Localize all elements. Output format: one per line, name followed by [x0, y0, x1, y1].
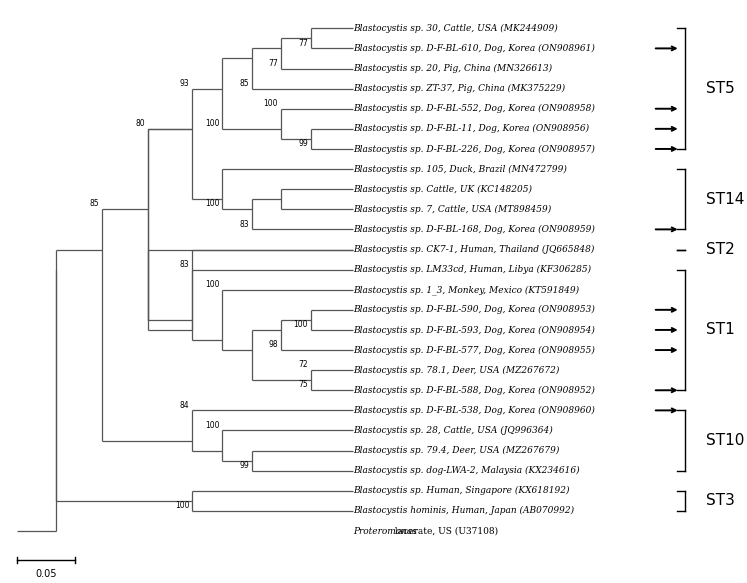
- Text: Blastocystis sp. D-F-BL-577, Dog, Korea (ON908955): Blastocystis sp. D-F-BL-577, Dog, Korea …: [353, 346, 595, 354]
- Text: 100: 100: [205, 280, 220, 289]
- Text: 100: 100: [205, 421, 220, 430]
- Text: Blastocystis sp. ZT-37, Pig, China (MK375229): Blastocystis sp. ZT-37, Pig, China (MK37…: [353, 84, 565, 93]
- Text: Blastocystis sp. D-F-BL-11, Dog, Korea (ON908956): Blastocystis sp. D-F-BL-11, Dog, Korea (…: [353, 124, 589, 134]
- Text: Proteromonas: Proteromonas: [353, 526, 418, 536]
- Text: 83: 83: [239, 220, 249, 229]
- Text: Blastocystis sp. D-F-BL-168, Dog, Korea (ON908959): Blastocystis sp. D-F-BL-168, Dog, Korea …: [353, 225, 595, 234]
- Text: Blastocystis sp. 30, Cattle, USA (MK244909): Blastocystis sp. 30, Cattle, USA (MK2449…: [353, 24, 558, 33]
- Text: Blastocystis hominis, Human, Japan (AB070992): Blastocystis hominis, Human, Japan (AB07…: [353, 507, 574, 515]
- Text: Blastocystis sp. D-F-BL-226, Dog, Korea (ON908957): Blastocystis sp. D-F-BL-226, Dog, Korea …: [353, 145, 595, 153]
- Text: ST10: ST10: [706, 433, 745, 448]
- Text: 99: 99: [298, 139, 308, 148]
- Text: 100: 100: [205, 119, 220, 128]
- Text: 75: 75: [298, 381, 308, 389]
- Text: Blastocystis sp. Human, Singapore (KX618192): Blastocystis sp. Human, Singapore (KX618…: [353, 486, 570, 496]
- Text: Blastocystis sp. CK7-1, Human, Thailand (JQ665848): Blastocystis sp. CK7-1, Human, Thailand …: [353, 245, 595, 254]
- Text: 77: 77: [268, 59, 278, 68]
- Text: 85: 85: [239, 79, 249, 88]
- Text: 80: 80: [136, 119, 145, 128]
- Text: ST2: ST2: [706, 242, 735, 257]
- Text: 99: 99: [239, 461, 249, 470]
- Text: 100: 100: [205, 199, 220, 209]
- Text: Blastocystis sp. D-F-BL-552, Dog, Korea (ON908958): Blastocystis sp. D-F-BL-552, Dog, Korea …: [353, 104, 595, 113]
- Text: 83: 83: [180, 260, 190, 269]
- Text: 85: 85: [90, 199, 99, 209]
- Text: 100: 100: [294, 320, 308, 329]
- Text: 84: 84: [180, 401, 190, 410]
- Text: ST14: ST14: [706, 192, 745, 207]
- Text: Blastocystis sp. 78.1, Deer, USA (MZ267672): Blastocystis sp. 78.1, Deer, USA (MZ2676…: [353, 366, 560, 375]
- Text: 100: 100: [175, 501, 190, 510]
- Text: ST1: ST1: [706, 322, 735, 338]
- Text: Blastocystis sp. D-F-BL-588, Dog, Korea (ON908952): Blastocystis sp. D-F-BL-588, Dog, Korea …: [353, 386, 595, 395]
- Text: 93: 93: [180, 79, 190, 88]
- Text: 0.05: 0.05: [35, 569, 57, 580]
- Text: ST5: ST5: [706, 81, 735, 96]
- Text: Blastocystis sp. D-F-BL-590, Dog, Korea (ON908953): Blastocystis sp. D-F-BL-590, Dog, Korea …: [353, 305, 595, 314]
- Text: Blastocystis sp. D-F-BL-610, Dog, Korea (ON908961): Blastocystis sp. D-F-BL-610, Dog, Korea …: [353, 44, 595, 53]
- Text: lacerate, US (U37108): lacerate, US (U37108): [391, 526, 498, 536]
- Text: Blastocystis sp. D-F-BL-538, Dog, Korea (ON908960): Blastocystis sp. D-F-BL-538, Dog, Korea …: [353, 406, 595, 415]
- Text: Blastocystis sp. 105, Duck, Brazil (MN472799): Blastocystis sp. 105, Duck, Brazil (MN47…: [353, 164, 567, 174]
- Text: Blastocystis sp. 28, Cattle, USA (JQ996364): Blastocystis sp. 28, Cattle, USA (JQ9963…: [353, 426, 554, 435]
- Text: 77: 77: [298, 38, 308, 48]
- Text: Blastocystis sp. dog-LWA-2, Malaysia (KX234616): Blastocystis sp. dog-LWA-2, Malaysia (KX…: [353, 466, 580, 475]
- Text: Blastocystis sp. LM33cd, Human, Libya (KF306285): Blastocystis sp. LM33cd, Human, Libya (K…: [353, 265, 592, 274]
- Text: Blastocystis sp. 20, Pig, China (MN326613): Blastocystis sp. 20, Pig, China (MN32661…: [353, 64, 553, 73]
- Text: Blastocystis sp. 79.4, Deer, USA (MZ267679): Blastocystis sp. 79.4, Deer, USA (MZ2676…: [353, 446, 560, 455]
- Text: ST3: ST3: [706, 493, 735, 508]
- Text: 100: 100: [264, 99, 278, 108]
- Text: 98: 98: [268, 340, 278, 349]
- Text: Blastocystis sp. Cattle, UK (KC148205): Blastocystis sp. Cattle, UK (KC148205): [353, 185, 533, 194]
- Text: 72: 72: [298, 360, 308, 370]
- Text: Blastocystis sp. 1_3, Monkey, Mexico (KT591849): Blastocystis sp. 1_3, Monkey, Mexico (KT…: [353, 285, 580, 294]
- Text: Blastocystis sp. D-F-BL-593, Dog, Korea (ON908954): Blastocystis sp. D-F-BL-593, Dog, Korea …: [353, 325, 595, 335]
- Text: Blastocystis sp. 7, Cattle, USA (MT898459): Blastocystis sp. 7, Cattle, USA (MT89845…: [353, 205, 552, 214]
